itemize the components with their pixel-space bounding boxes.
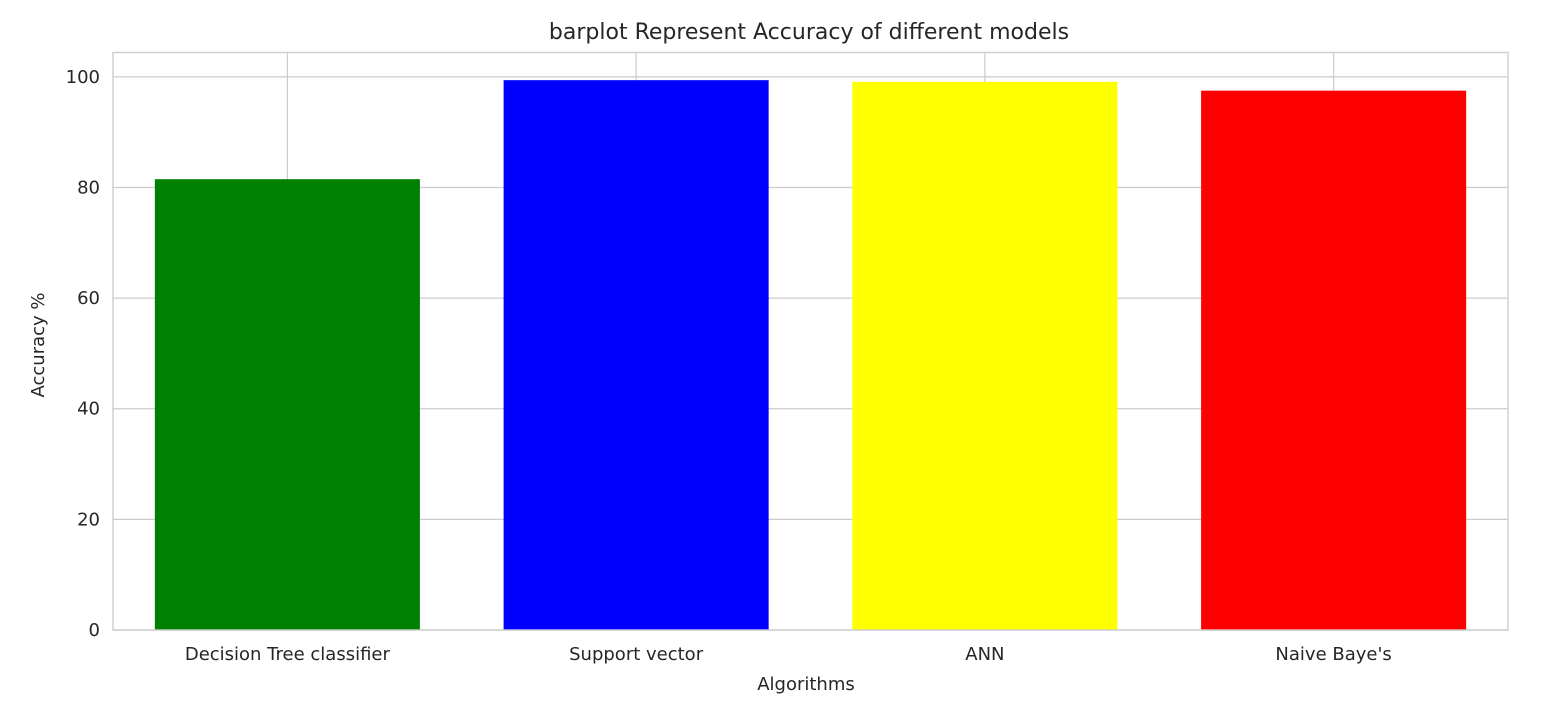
- y-tick-label: 20: [77, 509, 100, 530]
- chart-title: barplot Represent Accuracy of different …: [549, 20, 1069, 45]
- bars: [154, 80, 1467, 631]
- y-tick-label: 60: [77, 288, 100, 309]
- y-axis-label: Accuracy %: [28, 292, 49, 397]
- bar-support-vector: [503, 80, 769, 631]
- bar-decision-tree-classifier: [154, 179, 420, 631]
- x-axis-label: Algorithms: [757, 674, 855, 695]
- plot-frame: [112, 51, 1509, 631]
- y-tick-label: 100: [66, 67, 100, 88]
- x-tick-label: ANN: [965, 644, 1004, 665]
- y-tick-label: 80: [77, 177, 100, 198]
- bar-naive-baye-s: [1201, 90, 1467, 631]
- y-tick-label: 0: [89, 620, 100, 641]
- bar-ann: [852, 81, 1118, 631]
- y-tick-label: 40: [77, 399, 100, 420]
- x-tick-label: Naive Baye's: [1275, 644, 1391, 665]
- x-tick-label: Support vector: [569, 644, 704, 665]
- x-tick-labels: Decision Tree classifier Support vector AN…: [185, 644, 1392, 665]
- y-tick-labels: 0 20 40 60 80 100: [66, 67, 100, 641]
- x-tick-label: Decision Tree classifier: [185, 644, 391, 665]
